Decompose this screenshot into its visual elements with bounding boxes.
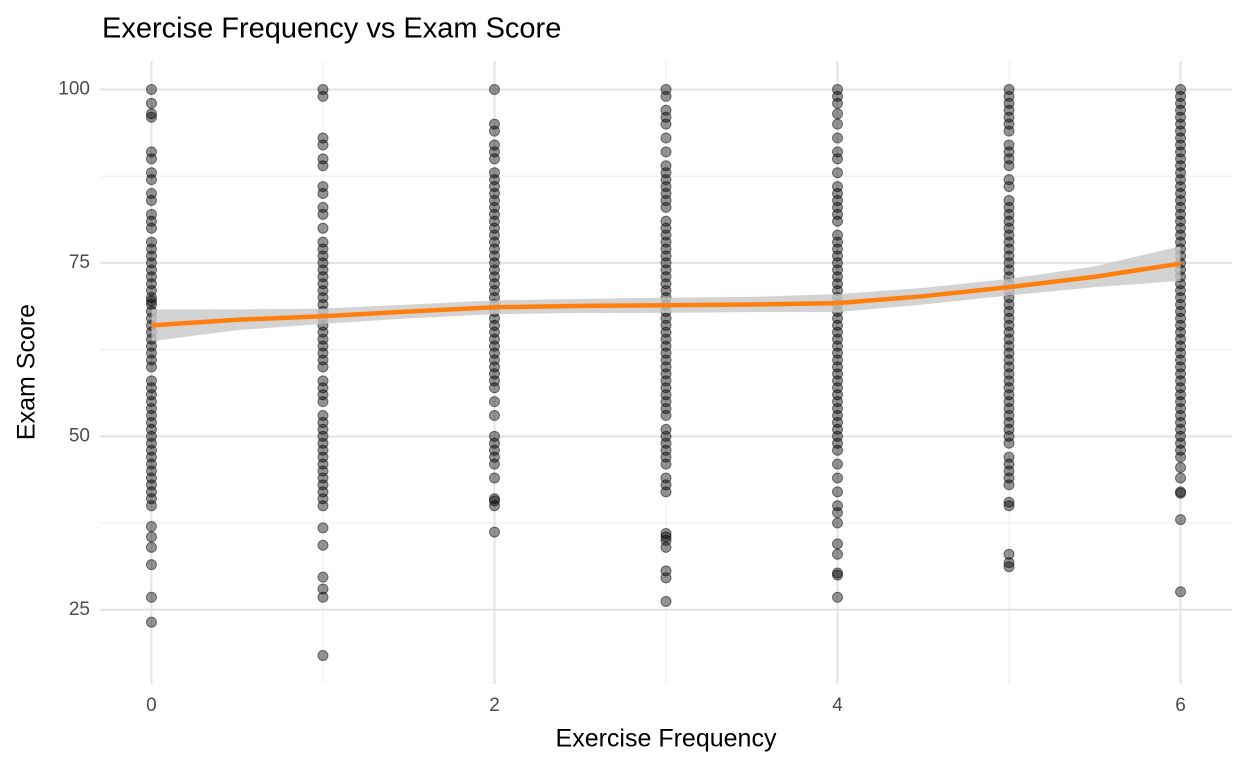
point	[832, 548, 844, 560]
point	[488, 458, 500, 470]
point	[145, 174, 157, 186]
x-tick-label: 2	[489, 695, 500, 716]
point	[1003, 160, 1015, 172]
point	[488, 500, 500, 512]
x-tick-label: 0	[146, 695, 157, 716]
point	[832, 108, 844, 120]
point	[317, 208, 329, 220]
point	[1003, 496, 1015, 508]
point	[145, 531, 157, 543]
point	[317, 396, 329, 408]
point	[1003, 548, 1015, 560]
point	[145, 591, 157, 603]
point	[1175, 462, 1187, 474]
point	[317, 139, 329, 151]
point	[1175, 451, 1187, 463]
point	[660, 486, 672, 498]
point	[660, 146, 672, 158]
point	[317, 500, 329, 512]
point	[317, 361, 329, 373]
point	[145, 153, 157, 165]
confidence-band	[151, 246, 1181, 342]
point	[1003, 561, 1015, 573]
point	[660, 458, 672, 470]
point	[660, 201, 672, 213]
point	[832, 486, 844, 498]
point	[317, 160, 329, 172]
point	[145, 83, 157, 95]
point	[660, 595, 672, 607]
point	[488, 410, 500, 422]
point	[317, 222, 329, 234]
point	[660, 132, 672, 144]
x-tick-label: 4	[832, 695, 843, 716]
point	[145, 108, 157, 120]
point	[832, 517, 844, 529]
point	[832, 507, 844, 519]
point	[317, 591, 329, 603]
point	[832, 591, 844, 603]
point	[1175, 586, 1187, 598]
point	[832, 538, 844, 550]
point	[488, 472, 500, 484]
point	[145, 559, 157, 571]
point	[488, 526, 500, 538]
point	[832, 167, 844, 179]
point	[1003, 479, 1015, 491]
point	[832, 97, 844, 109]
point	[145, 222, 157, 234]
point	[832, 132, 844, 144]
point	[832, 569, 844, 581]
y-axis-label: Exam Score	[13, 304, 41, 440]
point	[660, 410, 672, 422]
point	[488, 396, 500, 408]
point	[1003, 125, 1015, 137]
point	[145, 500, 157, 512]
point	[488, 153, 500, 165]
point	[488, 382, 500, 394]
point	[1175, 514, 1187, 526]
x-tick-label: 6	[1175, 695, 1186, 716]
point	[832, 153, 844, 165]
point	[317, 539, 329, 551]
point	[832, 215, 844, 227]
point	[317, 650, 329, 662]
y-tick-label: 75	[69, 252, 90, 273]
point	[145, 521, 157, 533]
x-axis-label: Exercise Frequency	[556, 725, 777, 753]
point	[832, 472, 844, 484]
point	[1003, 181, 1015, 193]
point	[145, 361, 157, 373]
point	[1003, 437, 1015, 449]
point	[660, 118, 672, 130]
point	[660, 572, 672, 584]
point	[660, 90, 672, 102]
point	[1175, 487, 1187, 499]
point	[145, 541, 157, 553]
point	[832, 444, 844, 456]
smooth-line	[151, 261, 1181, 328]
point	[660, 541, 672, 553]
point	[145, 616, 157, 628]
point	[488, 83, 500, 95]
point	[1003, 557, 1015, 569]
point	[317, 90, 329, 102]
point	[317, 583, 329, 595]
point	[832, 458, 844, 470]
point	[145, 97, 157, 109]
chart-title: Exercise Frequency vs Exam Score	[102, 13, 561, 45]
point	[1003, 500, 1015, 512]
y-tick-label: 25	[69, 599, 90, 620]
point	[1175, 472, 1187, 484]
point	[832, 118, 844, 130]
point	[317, 522, 329, 534]
point	[488, 125, 500, 137]
point	[145, 194, 157, 206]
y-tick-label: 100	[58, 78, 90, 99]
point	[317, 571, 329, 583]
point	[317, 188, 329, 200]
y-tick-label: 50	[69, 425, 90, 446]
point	[145, 111, 157, 123]
